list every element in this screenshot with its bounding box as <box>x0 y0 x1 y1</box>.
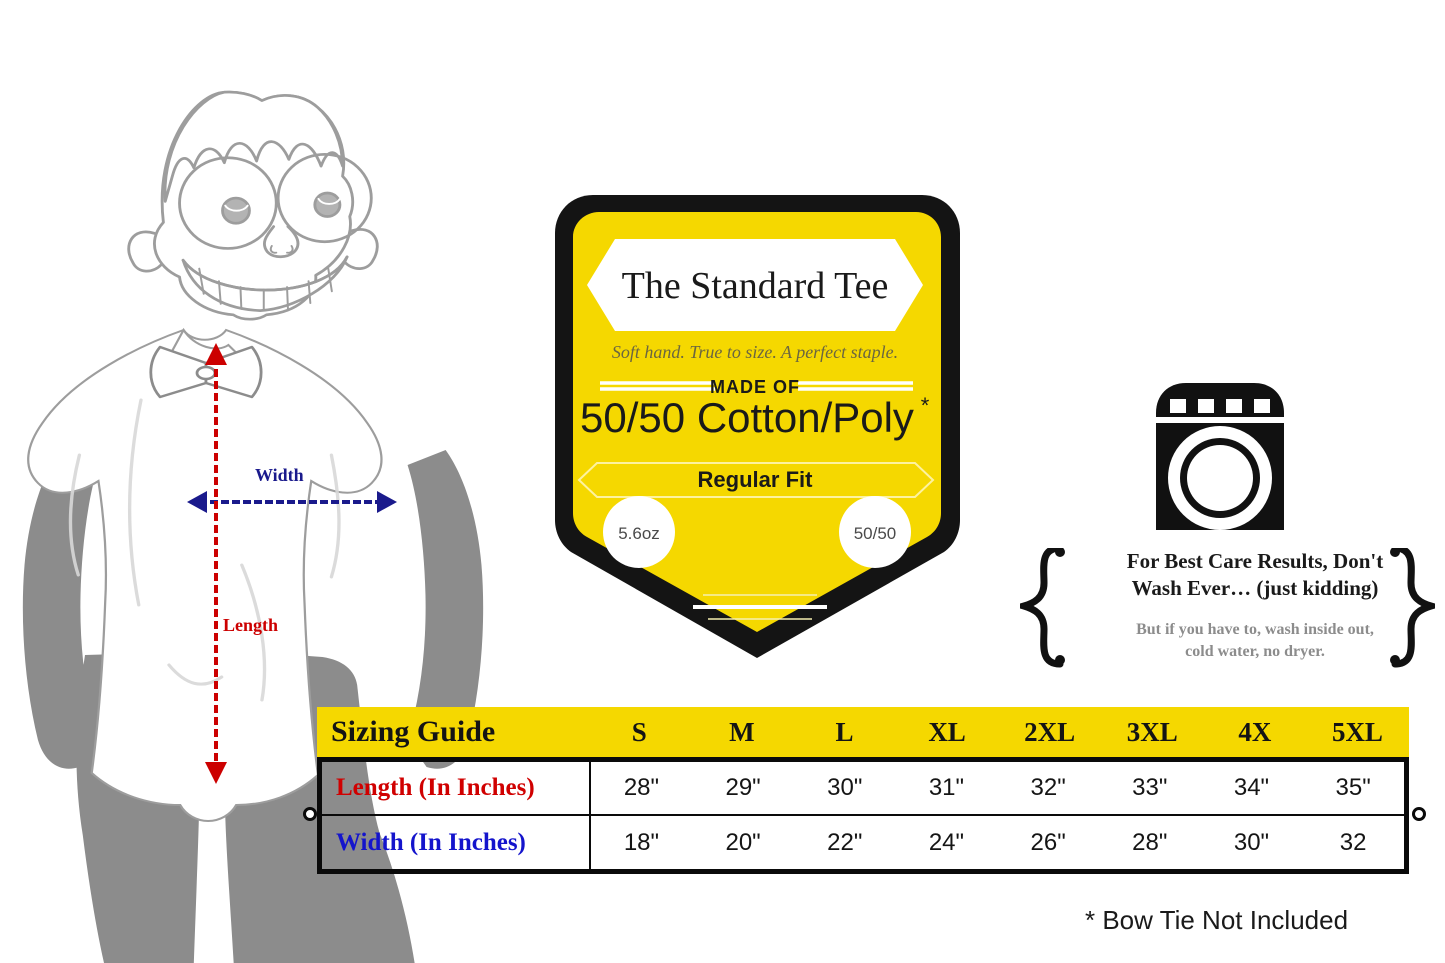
svg-text:Regular Fit: Regular Fit <box>698 467 814 492</box>
svg-text:50/50 Cotton/Poly: 50/50 Cotton/Poly <box>580 394 914 441</box>
svg-text:The Standard Tee: The Standard Tee <box>622 265 889 307</box>
svg-text:5.6oz: 5.6oz <box>618 524 660 543</box>
svg-text:Soft hand. True to size. A per: Soft hand. True to size. A perfect stapl… <box>612 342 898 362</box>
svg-text:50/50: 50/50 <box>854 524 897 543</box>
svg-text:*: * <box>921 393 930 418</box>
